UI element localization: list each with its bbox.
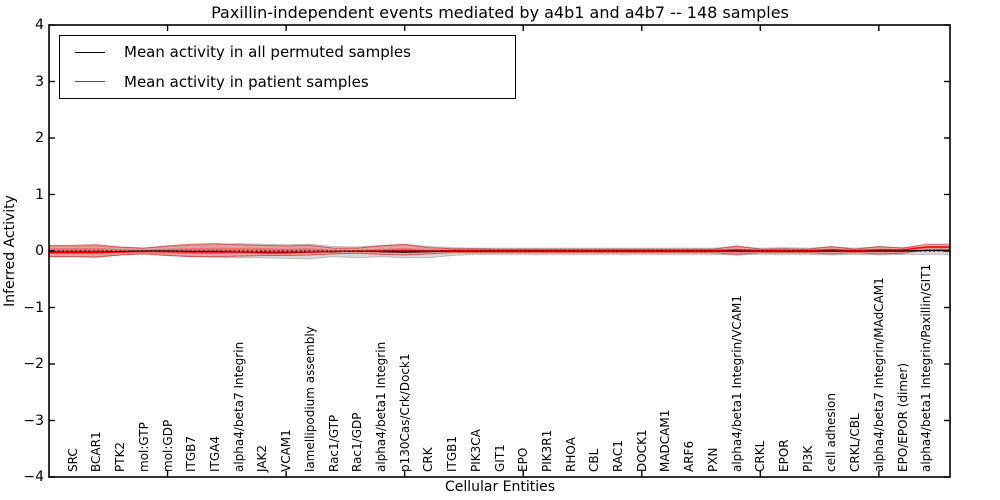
x-tick-label: RAC1 [611, 440, 626, 472]
x-tick-label: DOCK1 [634, 429, 649, 472]
x-tick-label: Rac1/GDP [350, 412, 365, 472]
legend-item-permuted: Mean activity in all permuted samples [60, 39, 515, 65]
patient-line [49, 246, 950, 254]
x-tick-label: p130Cas/Crk/Dock1 [397, 353, 412, 472]
x-tick-label: CBL [587, 448, 602, 472]
permuted-line-swatch-icon [75, 51, 105, 53]
y-tick-label: 4 [35, 17, 44, 33]
y-tick-label: 3 [35, 73, 44, 90]
x-tick-label: PTK2 [113, 441, 128, 472]
x-tick-label: PIK3CA [468, 429, 483, 472]
x-tick-label: EPO/EPOR (dimer) [895, 362, 910, 472]
x-tick-label: EPOR [777, 439, 792, 472]
permuted-line [49, 249, 950, 254]
legend-label: Mean activity in patient samples [124, 72, 369, 91]
x-axis-title: Cellular Entities [444, 479, 556, 495]
y-tick-label: −3 [23, 412, 44, 429]
x-tick-label: ITGB1 [445, 435, 460, 472]
x-tick-label: ITGA4 [207, 435, 222, 472]
x-tick-label: SRC [65, 448, 80, 472]
x-tick-label: PIK3R1 [539, 429, 554, 472]
patient_band-band [48, 243, 951, 258]
x-tick-label: mol:GDP [160, 419, 175, 472]
x-tick-label: cell adhesion [824, 393, 839, 472]
x-tick-label: VCAM1 [279, 429, 294, 472]
x-tick-label: alpha4/beta1 Integrin/Paxillin/GIT1 [919, 263, 934, 472]
x-tick-label: mol:GTP [136, 422, 151, 472]
x-tick-label: RHOA [563, 437, 578, 472]
x-tick-label: JAK2 [255, 444, 270, 472]
x-tick-label: CRK [421, 447, 436, 472]
legend-item-patient: Mean activity in patient samples [60, 69, 515, 95]
x-tick-label: CRKL/CBL [848, 413, 863, 472]
x-tick-label: CRKL [753, 440, 768, 472]
x-tick-label: lamellipodium assembly [302, 326, 317, 472]
chart-title: Paxillin-independent events mediated by … [211, 3, 789, 22]
y-tick-label: −2 [23, 356, 44, 372]
x-tick-label: alpha4/beta7 Integrin/MAdCAM1 [871, 277, 886, 472]
permuted_band-band [48, 243, 951, 260]
y-tick-label: 2 [35, 130, 44, 146]
legend-box: Mean activity in all permuted samples Me… [59, 35, 516, 99]
patient_band_inner-band [49, 245, 950, 254]
y-tick-label: 0 [35, 243, 44, 259]
x-tick-label: Rac1/GTP [326, 414, 341, 472]
y-tick-label: −4 [23, 469, 44, 485]
x-tick-label: ARF6 [682, 440, 697, 472]
y-tick-label: −1 [23, 299, 44, 316]
x-tick-label: PI3K [800, 445, 815, 472]
x-tick-label: ITGB7 [184, 435, 199, 472]
x-tick-label: BCAR1 [89, 431, 104, 472]
x-tick-label: PXN [705, 447, 720, 472]
x-tick-label: EPO [516, 447, 531, 472]
legend-label: Mean activity in all permuted samples [124, 43, 411, 62]
y-tick-label: 1 [35, 186, 44, 203]
x-tick-label: alpha4/beta1 Integrin [373, 341, 388, 472]
x-tick-label: MADCAM1 [658, 409, 673, 472]
x-tick-label: GIT1 [492, 444, 507, 472]
patient-line-swatch-icon [75, 81, 105, 83]
x-tick-label: alpha4/beta1 Integrin/VCAM1 [729, 295, 744, 472]
x-tick-label: alpha4/beta7 Integrin [231, 341, 246, 472]
